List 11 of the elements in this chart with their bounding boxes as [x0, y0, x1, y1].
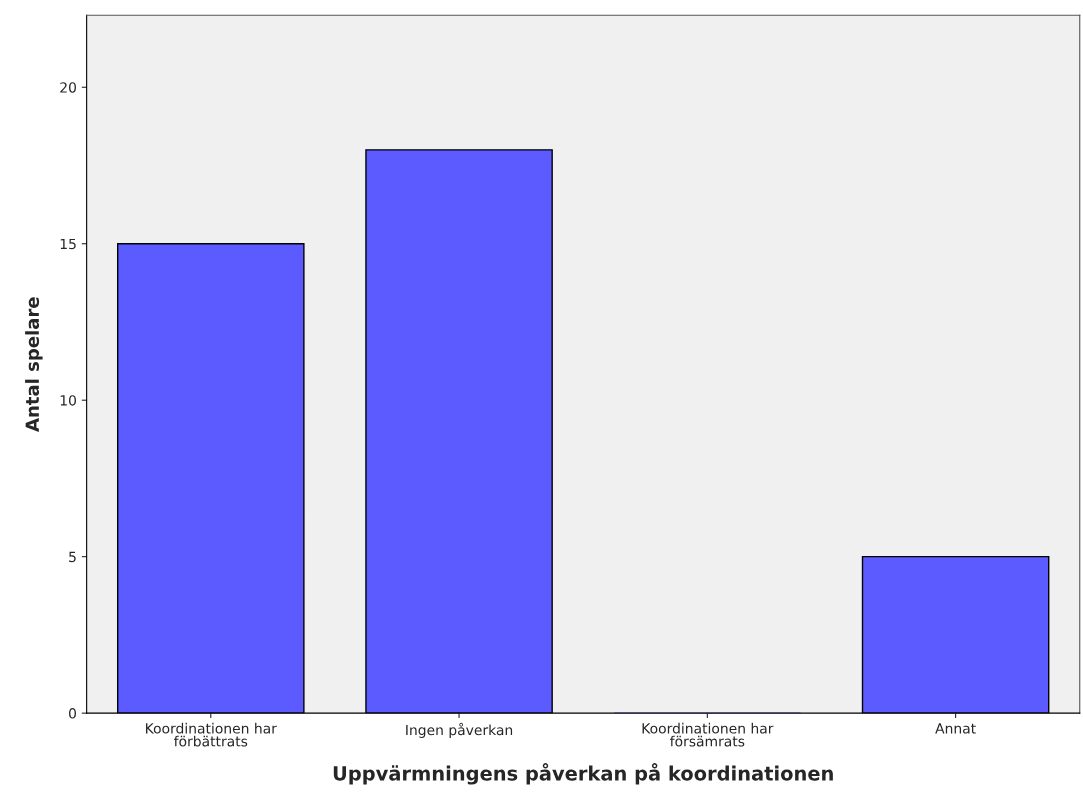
x-axis-title: Uppvärmningens påverkan på koordinationen: [333, 763, 833, 785]
x-tick-label: Koordinationen har förbättrats: [146, 722, 277, 747]
y-tick-label: 5: [69, 551, 76, 563]
x-tick-label: Annat: [935, 723, 976, 734]
y-tick-label: 0: [69, 708, 76, 719]
x-tick-label: Ingen påverkan: [406, 722, 513, 738]
x-tick-label: Koordinationen har försämrats: [642, 722, 774, 747]
y-axis-title: Antal spelare: [25, 297, 43, 432]
y-tick-label: 10: [60, 395, 76, 406]
y-tick-label: 20: [60, 82, 76, 93]
y-tick-label: 15: [60, 238, 76, 250]
